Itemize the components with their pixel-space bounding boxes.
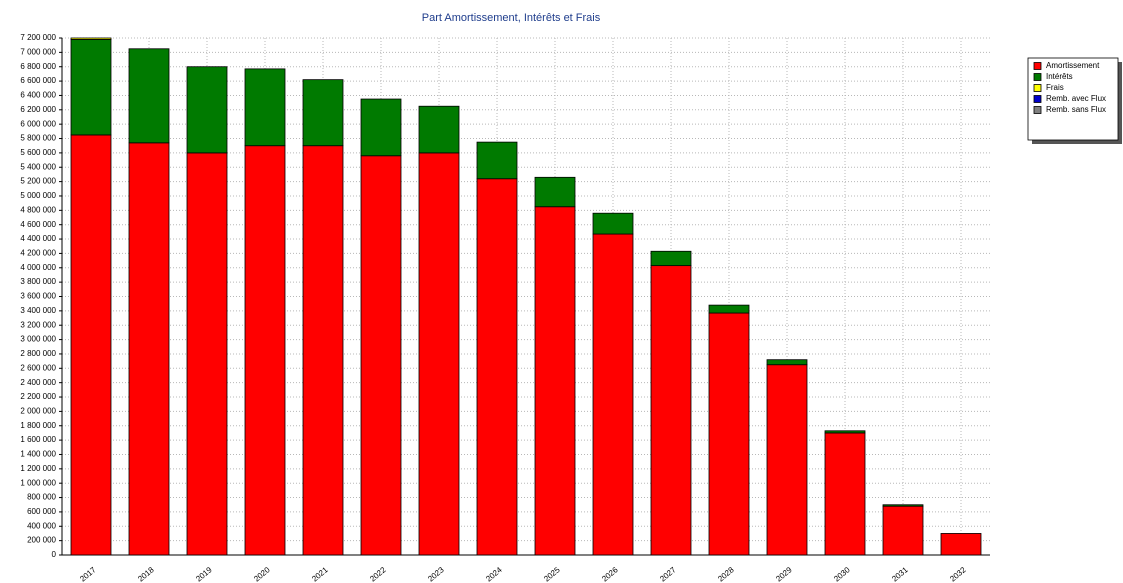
x-tick-label: 2028 (716, 565, 736, 583)
bar-segment (824, 430, 866, 434)
bar-segment (824, 432, 866, 556)
x-tick-label: 2032 (948, 565, 968, 583)
y-tick-label: 4 400 000 (20, 234, 56, 243)
bar-segment (186, 66, 228, 154)
bar-segment (534, 176, 576, 208)
y-tick-label: 5 000 000 (20, 191, 56, 200)
x-tick-label: 2026 (600, 565, 620, 583)
y-tick-label: 1 800 000 (20, 421, 56, 430)
bar-segment (128, 142, 170, 556)
bar-segment (418, 152, 460, 556)
x-tick-label: 2029 (774, 565, 794, 583)
bar-segment (244, 145, 286, 556)
bar-segment (360, 155, 402, 556)
legend-label: Remb. avec Flux (1046, 94, 1106, 103)
legend (1027, 57, 1119, 141)
y-tick-label: 5 800 000 (20, 134, 56, 143)
y-tick-label: 1 200 000 (20, 464, 56, 473)
bar-segment (650, 265, 692, 556)
bar-segment (592, 212, 634, 235)
bar-segment (534, 206, 576, 556)
y-tick-label: 2 200 000 (20, 392, 56, 401)
y-tick-label: 1 400 000 (20, 450, 56, 459)
y-tick-label: 5 600 000 (20, 148, 56, 157)
bar-segment (882, 505, 924, 556)
x-tick-label: 2031 (890, 565, 910, 583)
y-tick-label: 2 400 000 (20, 378, 56, 387)
y-tick-label: 3 400 000 (20, 306, 56, 315)
y-tick-label: 7 200 000 (20, 33, 56, 42)
bar-segment (244, 68, 286, 147)
y-tick-label: 1 000 000 (20, 478, 56, 487)
y-tick-label: 6 600 000 (20, 76, 56, 85)
y-tick-label: 600 000 (27, 507, 56, 516)
bar-segment (418, 105, 460, 154)
y-tick-label: 2 800 000 (20, 349, 56, 358)
legend-label: Remb. sans Flux (1046, 105, 1106, 114)
bar-segment (128, 48, 170, 144)
y-tick-label: 3 600 000 (20, 292, 56, 301)
y-tick-label: 6 200 000 (20, 105, 56, 114)
y-tick-label: 3 200 000 (20, 320, 56, 329)
y-tick-label: 4 600 000 (20, 220, 56, 229)
x-tick-label: 2022 (368, 565, 388, 583)
legend-label: Amortissement (1046, 61, 1100, 70)
bar-segment (940, 533, 982, 556)
legend-label: Frais (1046, 83, 1064, 92)
bar-segment (70, 37, 112, 40)
y-tick-label: 4 000 000 (20, 263, 56, 272)
bar-segment (186, 152, 228, 556)
y-tick-label: 4 200 000 (20, 249, 56, 258)
y-tick-label: 2 000 000 (20, 406, 56, 415)
y-tick-label: 7 000 000 (20, 47, 56, 56)
legend-swatch (1033, 95, 1042, 103)
x-tick-label: 2024 (484, 565, 504, 583)
x-tick-label: 2021 (310, 565, 330, 583)
bar-segment (766, 364, 808, 556)
legend-swatch (1033, 73, 1042, 81)
y-tick-label: 4 800 000 (20, 205, 56, 214)
x-tick-label: 2030 (832, 565, 852, 583)
x-tick-label: 2017 (78, 565, 98, 583)
legend-swatch (1033, 106, 1042, 114)
bar-segment (70, 134, 112, 556)
x-tick-label: 2019 (194, 565, 214, 583)
y-tick-label: 1 600 000 (20, 435, 56, 444)
x-tick-label: 2018 (136, 565, 156, 583)
bar-segment (302, 79, 344, 147)
y-tick-label: 5 200 000 (20, 177, 56, 186)
x-tick-label: 2020 (252, 565, 272, 583)
y-tick-label: 6 800 000 (20, 62, 56, 71)
bar-segment (302, 145, 344, 556)
y-tick-label: 0 (52, 550, 57, 559)
y-tick-label: 3 800 000 (20, 277, 56, 286)
bar-segment (70, 39, 112, 136)
bar-segment (476, 141, 518, 180)
bar-segment (766, 359, 808, 366)
y-tick-label: 200 000 (27, 536, 56, 545)
y-tick-label: 800 000 (27, 493, 56, 502)
bar-segment (592, 233, 634, 556)
x-tick-label: 2023 (426, 565, 446, 583)
chart-title: Part Amortissement, Intérêts et Frais (422, 12, 601, 24)
y-tick-label: 5 400 000 (20, 162, 56, 171)
legend-label: Intérêts (1046, 72, 1073, 81)
legend-swatch (1033, 62, 1042, 70)
y-tick-label: 6 000 000 (20, 119, 56, 128)
bar-segment (708, 312, 750, 556)
y-tick-label: 2 600 000 (20, 363, 56, 372)
bar-segment (360, 98, 402, 157)
y-tick-label: 6 400 000 (20, 91, 56, 100)
x-tick-label: 2027 (658, 565, 678, 583)
y-tick-label: 3 000 000 (20, 335, 56, 344)
x-tick-label: 2025 (542, 565, 562, 583)
bar-segment (708, 304, 750, 314)
bar-segment (650, 250, 692, 267)
legend-swatch (1033, 84, 1042, 92)
y-tick-label: 400 000 (27, 521, 56, 530)
bar-segment (882, 504, 924, 507)
bar-segment (476, 178, 518, 556)
